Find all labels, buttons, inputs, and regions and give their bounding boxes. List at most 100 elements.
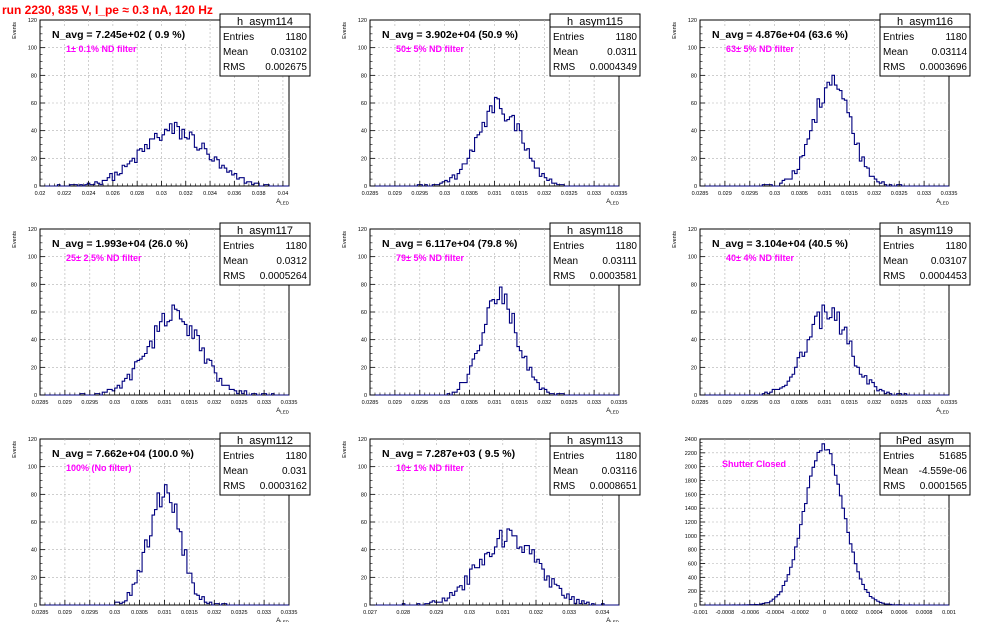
x-tick-label: 0.033 [587, 400, 601, 406]
histogram-name: h_asym114 [237, 16, 293, 28]
title-box [378, 26, 528, 42]
x-tick-label: 0.032 [867, 191, 881, 197]
stats-box [219, 235, 311, 286]
x-tick-label: 0.0295 [741, 191, 758, 197]
y-tick-label: 120 [688, 18, 697, 24]
navg-title: N_avg = 7.662e+04 (100.0 %) [52, 448, 194, 460]
x-axis-title: ALED [606, 199, 620, 206]
stats-box [549, 445, 641, 496]
x-tick-label: 0.033 [917, 400, 931, 406]
x-tick-label: 0.029 [430, 610, 444, 616]
stats-label: Mean [553, 256, 578, 267]
x-tick-label: 0.032 [537, 191, 551, 197]
navg-title: N_avg = 7.245e+02 ( 0.9 %) [52, 29, 185, 41]
x-tick-label: -0.001 [692, 610, 708, 616]
x-tick-label: 0.032 [179, 191, 193, 197]
filter-annotation: 79± 5% ND filter [396, 253, 464, 263]
y-tick-label: 40 [361, 338, 367, 344]
stats-label: RMS [223, 481, 246, 492]
stats-value: 0.03114 [932, 47, 968, 58]
x-tick-label: 0.0295 [741, 400, 758, 406]
x-tick-label: 0.036 [227, 191, 241, 197]
x-tick-label: 0.031 [488, 400, 502, 406]
stats-value: 0.03116 [602, 466, 638, 477]
y-tick-label: 40 [361, 129, 367, 135]
y-tick-label: 100 [358, 465, 367, 471]
y-tick-label: 60 [31, 101, 37, 107]
y-tick-label: 0 [34, 184, 37, 190]
x-tick-label: 0.0315 [841, 191, 858, 197]
x-tick-label: 0.038 [252, 191, 266, 197]
x-tick-label: 0.0325 [891, 400, 908, 406]
y-tick-label: 20 [361, 365, 367, 371]
x-tick-label: -0.0002 [790, 610, 809, 616]
stats-value: 0.0004453 [920, 271, 968, 282]
filter-annotation: 1± 0.1% ND filter [66, 44, 137, 54]
title-box [378, 445, 528, 461]
x-tick-label: 0.028 [130, 191, 144, 197]
x-tick-label: 0.0285 [32, 400, 49, 406]
y-tick-label: 0 [34, 603, 37, 609]
y-tick-label: 1000 [685, 534, 697, 540]
histogram-line [370, 528, 619, 606]
y-tick-label: 20 [31, 156, 37, 162]
stats-value: 0.0003581 [590, 271, 638, 282]
title-box [48, 445, 198, 461]
y-tick-label: 120 [688, 227, 697, 233]
navg-title: N_avg = 3.902e+04 (50.9 %) [382, 29, 518, 41]
y-tick-label: 120 [28, 437, 37, 443]
x-tick-label: 0.0006 [891, 610, 908, 616]
y-tick-label: 20 [361, 156, 367, 162]
stats-label: Entries [883, 241, 914, 252]
stats-value: 0.03111 [602, 256, 637, 267]
x-tick-label: 0.0305 [791, 191, 808, 197]
x-tick-label: 0.032 [537, 400, 551, 406]
y-tick-label: 0 [694, 184, 697, 190]
stats-label: RMS [223, 62, 246, 73]
x-tick-label: 0.0295 [81, 400, 98, 406]
histogram-line [40, 121, 289, 187]
y-axis-title: Events [342, 22, 348, 39]
x-tick-label: 0.02 [35, 191, 46, 197]
y-tick-label: 100 [688, 255, 697, 261]
x-axis-title: ALED [936, 199, 950, 206]
stats-value: -4.559e-06 [919, 466, 968, 477]
y-tick-label: 1600 [685, 492, 697, 498]
x-tick-label: 0.03 [109, 610, 120, 616]
y-tick-label: 100 [358, 46, 367, 52]
x-tick-label: 0.0315 [511, 191, 528, 197]
title-box [48, 235, 198, 251]
x-tick-label: 0.029 [388, 400, 402, 406]
x-tick-label: 0.032 [529, 610, 543, 616]
x-tick-label: 0.028 [396, 610, 410, 616]
stats-value: 1180 [285, 241, 307, 252]
stats-label: Mean [223, 466, 248, 477]
x-tick-label: 0.032 [207, 400, 221, 406]
filter-annotation: 25± 2.5% ND filter [66, 253, 142, 263]
x-tick-label: 0.0285 [362, 400, 379, 406]
y-tick-label: 2000 [685, 465, 697, 471]
y-tick-label: 60 [691, 101, 697, 107]
y-tick-label: 2400 [685, 437, 697, 443]
x-tick-label: 0.0285 [32, 610, 49, 616]
y-tick-label: 40 [31, 338, 37, 344]
stats-value: 0.03102 [271, 47, 308, 58]
y-tick-label: 0 [694, 603, 697, 609]
x-tick-label: 0.0305 [131, 400, 148, 406]
y-tick-label: 20 [31, 575, 37, 581]
y-axis-title: Events [342, 441, 348, 458]
y-axis-title: Events [672, 231, 678, 248]
y-tick-label: 20 [31, 365, 37, 371]
x-tick-label: 0.034 [596, 610, 610, 616]
stats-label: Entries [883, 451, 914, 462]
stats-value: 0.0312 [276, 256, 307, 267]
stats-value: 51685 [939, 451, 967, 462]
stats-label: Entries [223, 32, 254, 43]
histogram-h_asym116: 0.0285 0.029 0.0295 0.03 0.0305 0.031 0.0315 0.… [672, 13, 971, 206]
x-tick-label: 0.029 [718, 191, 732, 197]
navg-title: N_avg = 6.117e+04 (79.8 %) [382, 238, 517, 250]
x-axis-title: ALED [276, 618, 290, 622]
stats-value: 1180 [615, 241, 637, 252]
histogram-h_asym112: 0.0285 0.029 0.0295 0.03 0.0305 0.031 0.0315 0.… [12, 432, 311, 622]
stats-box [879, 26, 971, 77]
